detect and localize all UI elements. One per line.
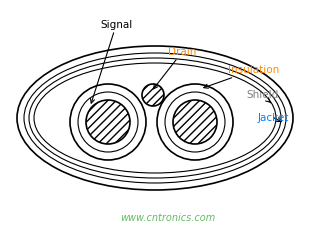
Text: Jacket: Jacket — [258, 113, 289, 123]
Circle shape — [165, 92, 225, 152]
Circle shape — [78, 92, 138, 152]
Text: Signal: Signal — [90, 20, 132, 103]
Circle shape — [157, 84, 233, 160]
Circle shape — [86, 100, 130, 144]
Text: Shield: Shield — [246, 90, 278, 103]
Text: Insulation: Insulation — [204, 65, 279, 88]
Circle shape — [173, 100, 217, 144]
Ellipse shape — [17, 46, 293, 190]
Circle shape — [70, 84, 146, 160]
Text: www.cntronics.com: www.cntronics.com — [120, 213, 216, 223]
Circle shape — [142, 84, 164, 106]
Text: Drain: Drain — [154, 47, 196, 89]
